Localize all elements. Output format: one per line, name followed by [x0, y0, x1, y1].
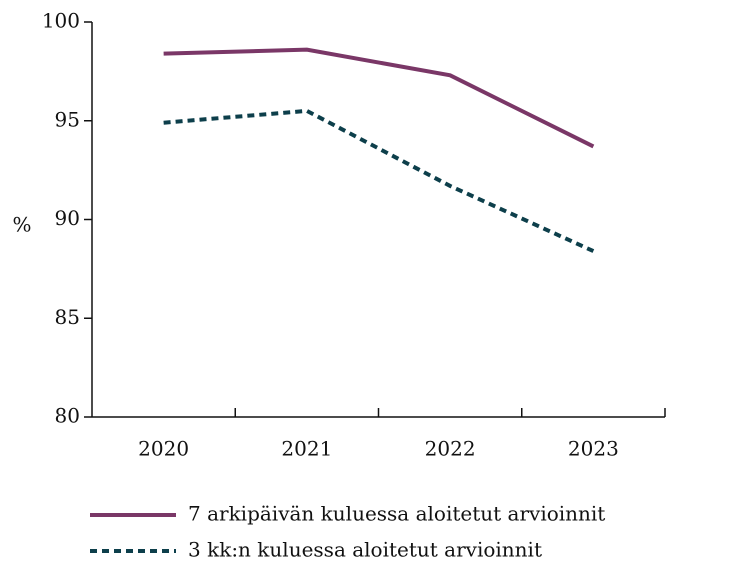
legend-label: 7 arkipäivän kuluessa aloitetut arvioinn…: [188, 502, 605, 526]
legend-label: 3 kk:n kuluessa aloitetut arvioinnit: [188, 538, 542, 562]
y-tick-label: 90: [55, 206, 80, 230]
y-tick-label: 85: [55, 305, 80, 329]
series-line: [163, 47, 595, 149]
x-tick-label: 2022: [425, 437, 476, 461]
series-line: [163, 108, 595, 253]
y-tick-label: 80: [55, 404, 80, 428]
y-axis-label: %: [12, 213, 31, 237]
x-tick-label: 2021: [281, 437, 332, 461]
x-tick-label: 2020: [138, 437, 189, 461]
y-tick-label: 95: [55, 107, 80, 131]
x-tick-label: 2023: [568, 437, 619, 461]
y-tick-label: 100: [42, 9, 80, 33]
